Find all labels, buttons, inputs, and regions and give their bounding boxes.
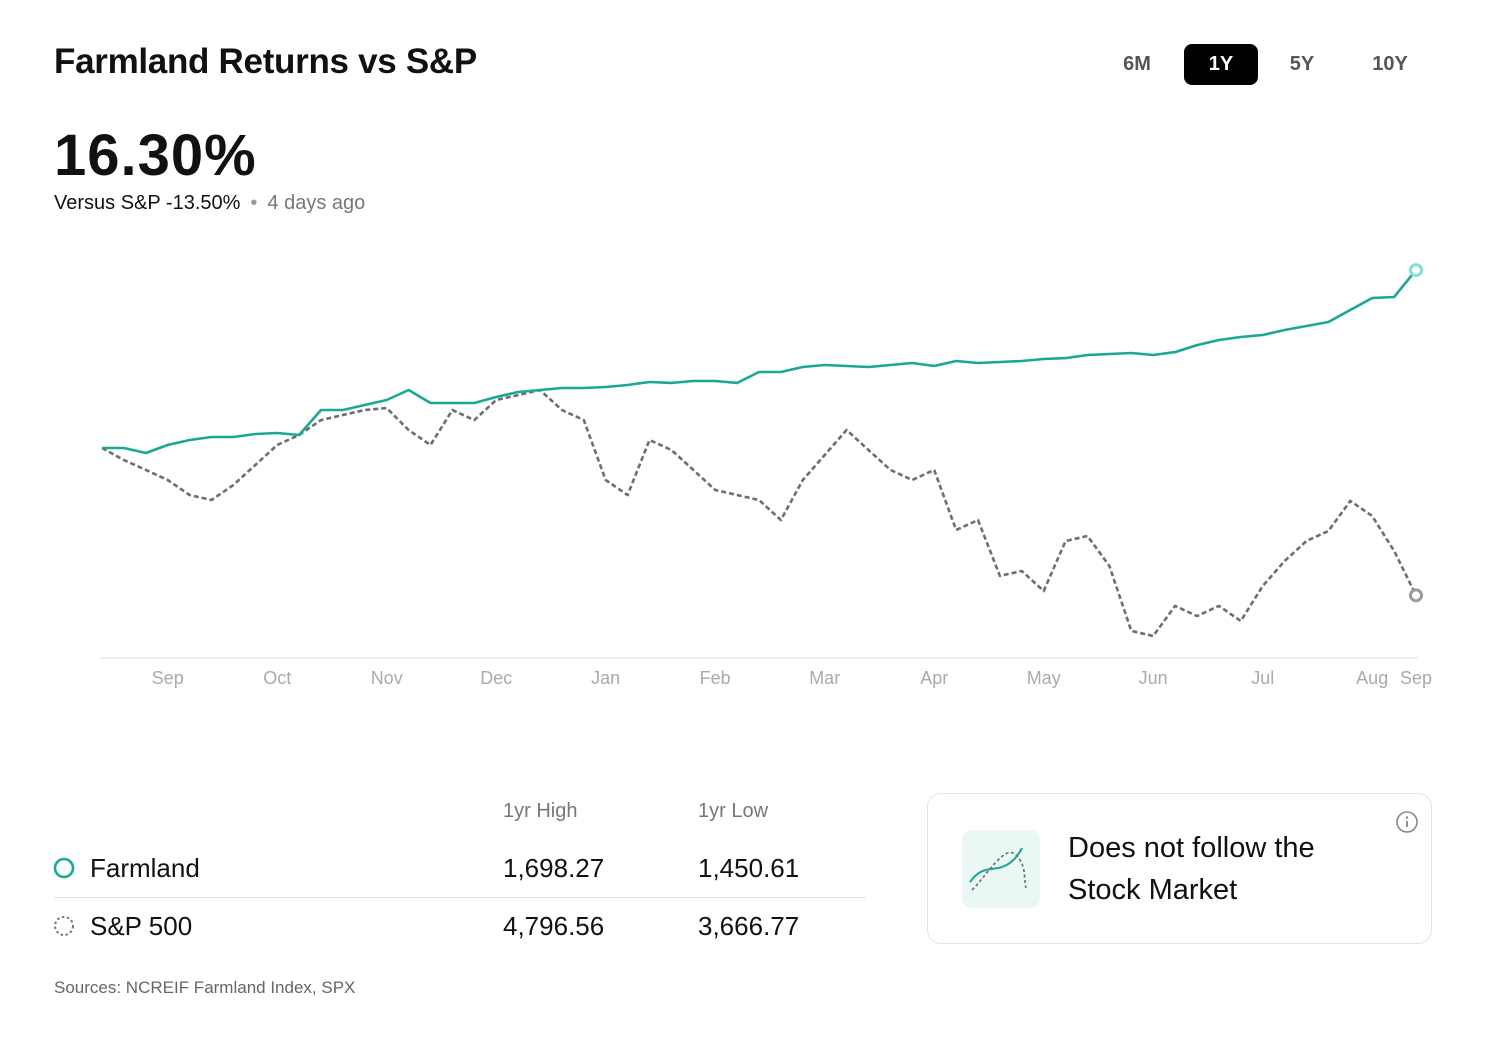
divider [54, 897, 866, 898]
card-icon [962, 830, 1040, 908]
column-header: 1yr Low [698, 800, 769, 822]
updated: 4 days ago [267, 192, 366, 214]
series-line [101, 388, 1418, 638]
x-tick-label: Oct [263, 668, 291, 688]
row-high: 1,698.27 [503, 853, 605, 883]
card-text: Stock Market [1068, 874, 1238, 906]
chart: Sep Oct Nov Dec Jan Feb Mar Apr May Jun Jul Aug Sep [100, 263, 1432, 688]
row-low: 3,666.77 [698, 911, 800, 941]
x-tick-label: Sep [1400, 668, 1432, 688]
range-button[interactable]: 5Y [1289, 53, 1315, 75]
x-tick-label: Jul [1251, 668, 1274, 688]
x-tick-label: Apr [920, 668, 948, 688]
x-tick-label: Sep [152, 668, 184, 688]
end-marker [1409, 263, 1423, 278]
legend-icon [53, 857, 75, 879]
headline-return: 16.30% [54, 123, 257, 188]
comparison-text: Versus S&P -13.50% [54, 192, 241, 214]
x-tick-label: Mar [809, 668, 840, 688]
title: Farmland Returns vs S&P [54, 42, 477, 81]
row-name: S&P 500 [90, 911, 193, 941]
comparison: Versus S&P -13.50% • 4 days ago [54, 192, 365, 215]
card-text: Does not follow the [1068, 832, 1315, 864]
row-name: Farmland [90, 853, 200, 883]
separator: • [250, 192, 258, 214]
range-button[interactable]: 6M [1123, 53, 1151, 75]
x-tick-label: May [1027, 668, 1061, 688]
x-tick-label: Dec [480, 668, 512, 688]
range-button[interactable]: 1Y [1184, 44, 1258, 85]
end-marker [1409, 588, 1423, 603]
row-high: 4,796.56 [503, 911, 605, 941]
row-low: 1,450.61 [698, 853, 800, 883]
info-icon[interactable] [1395, 810, 1419, 834]
column-header: 1yr High [503, 800, 578, 822]
series-line [102, 269, 1418, 455]
x-tick-label: Feb [700, 668, 731, 688]
info-card [927, 793, 1432, 944]
x-tick-label: Jan [591, 668, 620, 688]
sources: Sources: NCREIF Farmland Index, SPX [54, 978, 356, 997]
x-tick-label: Aug [1356, 668, 1388, 688]
card-icon-graphic [969, 847, 1027, 891]
legend-icon [54, 916, 74, 936]
range-button[interactable]: 10Y [1372, 53, 1408, 75]
x-tick-label: Nov [371, 668, 403, 688]
x-tick-label: Jun [1139, 668, 1168, 688]
